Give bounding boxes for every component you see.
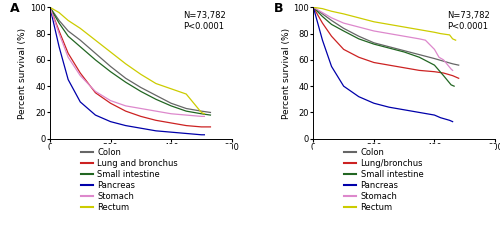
Y-axis label: Percent survival (%): Percent survival (%) xyxy=(18,28,28,119)
Legend: Colon, Lung/bronchus, Small intestine, Pancreas, Stomach, Rectum: Colon, Lung/bronchus, Small intestine, P… xyxy=(340,144,426,215)
X-axis label: Months: Months xyxy=(388,155,420,164)
Text: B: B xyxy=(274,2,283,15)
Text: N=73,782
P<0.0001: N=73,782 P<0.0001 xyxy=(447,11,490,31)
Y-axis label: Percent survival (%): Percent survival (%) xyxy=(282,28,290,119)
Text: A: A xyxy=(10,2,20,15)
Legend: Colon, Lung and bronchus, Small intestine, Pancreas, Stomach, Rectum: Colon, Lung and bronchus, Small intestin… xyxy=(77,144,182,215)
Text: N=73,782
P<0.0001: N=73,782 P<0.0001 xyxy=(184,11,226,31)
X-axis label: Months: Months xyxy=(124,155,158,164)
